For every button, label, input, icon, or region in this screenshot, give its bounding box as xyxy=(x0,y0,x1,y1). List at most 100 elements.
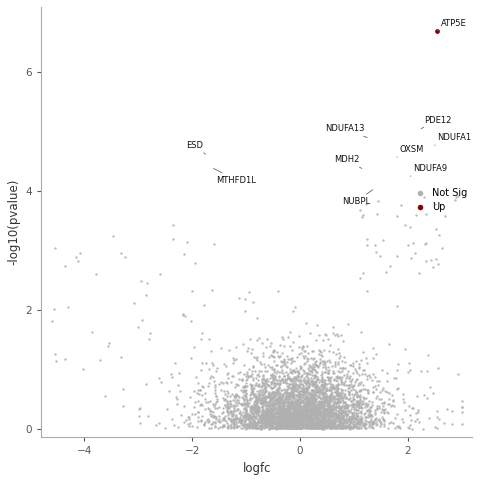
Point xyxy=(233,406,241,414)
Point xyxy=(256,422,264,429)
Point xyxy=(324,401,332,408)
Point xyxy=(332,392,340,400)
Point xyxy=(285,402,293,410)
Point xyxy=(296,387,304,395)
Point xyxy=(298,419,306,427)
Point xyxy=(393,422,400,429)
Point xyxy=(232,416,240,424)
Point xyxy=(306,400,314,407)
Point xyxy=(241,387,249,395)
Point xyxy=(277,391,284,399)
Point xyxy=(283,387,291,394)
Point xyxy=(275,372,283,380)
Point xyxy=(407,254,414,261)
Point xyxy=(292,422,300,429)
Point xyxy=(326,347,333,355)
Point xyxy=(261,420,269,428)
Point xyxy=(281,418,289,426)
Point xyxy=(276,389,284,397)
Point xyxy=(303,424,311,431)
Point xyxy=(229,354,237,362)
Point xyxy=(300,360,308,368)
Point xyxy=(310,396,317,403)
Point xyxy=(329,369,337,376)
Point xyxy=(288,424,296,431)
Point xyxy=(219,421,227,428)
Point xyxy=(281,375,288,383)
Point xyxy=(240,404,247,412)
Point xyxy=(308,407,315,415)
Point xyxy=(335,413,342,421)
Point xyxy=(256,418,263,426)
Point xyxy=(283,395,291,403)
Point xyxy=(311,358,319,366)
Point xyxy=(290,415,298,423)
Point xyxy=(280,423,288,431)
Point xyxy=(211,422,219,430)
Point xyxy=(394,384,402,392)
Point xyxy=(273,415,281,423)
Point xyxy=(297,377,305,385)
Point xyxy=(233,355,241,363)
Point xyxy=(301,421,309,428)
Point xyxy=(298,386,305,393)
Point xyxy=(312,362,320,369)
Point xyxy=(253,408,261,415)
Point xyxy=(282,400,289,407)
Point xyxy=(336,418,344,426)
Point xyxy=(425,351,432,359)
Point xyxy=(331,413,339,420)
Point xyxy=(294,385,302,393)
Point xyxy=(313,407,321,415)
Point xyxy=(230,401,238,409)
Point xyxy=(305,416,313,424)
Point xyxy=(321,389,328,397)
Point xyxy=(230,411,238,419)
Point xyxy=(308,378,315,386)
Point xyxy=(338,411,345,418)
Point xyxy=(319,412,327,419)
Point xyxy=(302,392,310,400)
Point xyxy=(146,329,154,336)
Point xyxy=(374,381,382,388)
Point xyxy=(286,355,294,363)
Point xyxy=(372,248,380,256)
Point xyxy=(317,348,325,356)
Point xyxy=(282,411,289,418)
Point xyxy=(362,402,370,409)
Point xyxy=(334,420,341,428)
Point xyxy=(408,404,416,412)
Point xyxy=(269,420,276,428)
Point xyxy=(340,402,348,410)
Point xyxy=(262,415,270,423)
Point xyxy=(297,364,304,372)
Point xyxy=(306,396,314,403)
Point xyxy=(277,376,284,384)
Point xyxy=(304,406,312,414)
Point xyxy=(243,375,251,383)
Point xyxy=(269,384,276,392)
Point xyxy=(309,381,316,388)
Point xyxy=(254,390,261,398)
Point xyxy=(211,412,218,420)
Point xyxy=(289,379,297,387)
Point xyxy=(350,382,357,389)
Point xyxy=(297,412,304,420)
Point xyxy=(290,412,298,420)
Point xyxy=(336,403,344,411)
Point xyxy=(320,418,327,426)
Point xyxy=(268,411,276,419)
Point xyxy=(253,412,260,420)
Point xyxy=(327,341,334,348)
Point xyxy=(320,390,327,398)
Point xyxy=(272,420,280,428)
Point xyxy=(302,381,310,389)
Point xyxy=(270,418,278,426)
Point xyxy=(264,412,271,419)
Point xyxy=(298,424,305,431)
Point xyxy=(252,423,260,431)
Point xyxy=(227,410,235,418)
Point xyxy=(325,406,332,414)
Point xyxy=(117,353,125,361)
Point xyxy=(305,401,313,409)
